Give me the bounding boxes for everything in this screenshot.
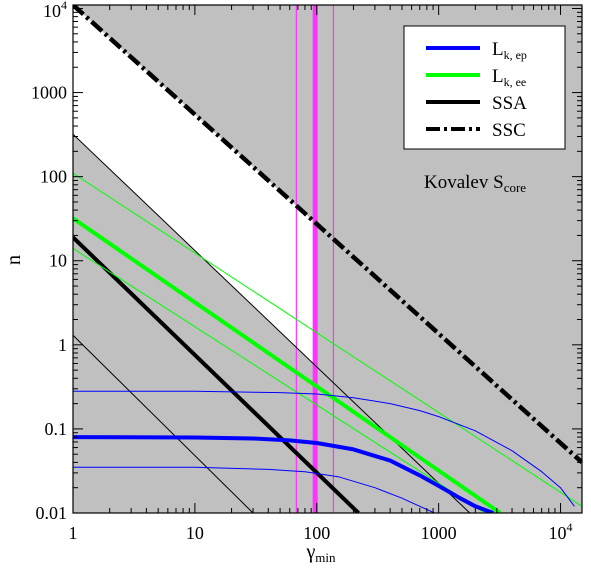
ssc-main-curve <box>73 5 582 465</box>
y-tick-label: 1000 <box>31 83 67 103</box>
x-tick-label: 1000 <box>421 523 457 543</box>
y-tick-label: 104 <box>43 0 67 21</box>
ssa-bound-curve <box>73 133 471 513</box>
l-k-ee-bound-curve <box>73 172 582 507</box>
y-tick-label: 0.01 <box>36 503 68 523</box>
legend-label: Lk, ee <box>492 66 526 89</box>
l-k-ep-main-curve <box>73 435 494 513</box>
legend-label: SSC <box>492 120 526 141</box>
x-tick-label: 100 <box>303 523 330 543</box>
series-curves <box>73 5 582 513</box>
ssa-bound-curve <box>73 334 254 513</box>
y-tick-label: 1 <box>58 335 67 355</box>
y-tick-label: 10 <box>49 251 67 271</box>
legend-label: Lk, ep <box>492 39 527 62</box>
x-tick-label: 10 <box>186 523 204 543</box>
x-tick-label: 104 <box>549 520 573 543</box>
legend: Lk, ep Lk, ee SSA SSC <box>403 25 566 150</box>
l-k-ep-bound-curve <box>73 466 436 513</box>
allowed-region <box>73 5 316 366</box>
y-tick-label: 0.1 <box>45 419 68 439</box>
ssa-main-curve <box>73 235 360 513</box>
legend-label: SSA <box>492 93 527 114</box>
y-axis-title: n <box>3 255 25 265</box>
axis-ticks <box>72 5 582 514</box>
plot-frame <box>72 4 583 514</box>
annotation-kovalev-score: Kovalev Score <box>424 172 526 195</box>
l-k-ee-main-curve <box>73 216 502 513</box>
y-tick-label: 100 <box>40 167 67 187</box>
l-k-ee-bound-curve <box>73 248 486 513</box>
y-tick-labels: 0.01 0.1 1 10 100 1000 104 <box>31 0 67 523</box>
x-axis-title: γmin <box>305 541 336 565</box>
l-k-ep-bound-curve <box>73 390 575 507</box>
gamma-marker-lines <box>295 5 335 513</box>
x-tick-labels: 1 10 100 1000 104 <box>69 520 573 543</box>
x-tick-label: 1 <box>69 523 78 543</box>
